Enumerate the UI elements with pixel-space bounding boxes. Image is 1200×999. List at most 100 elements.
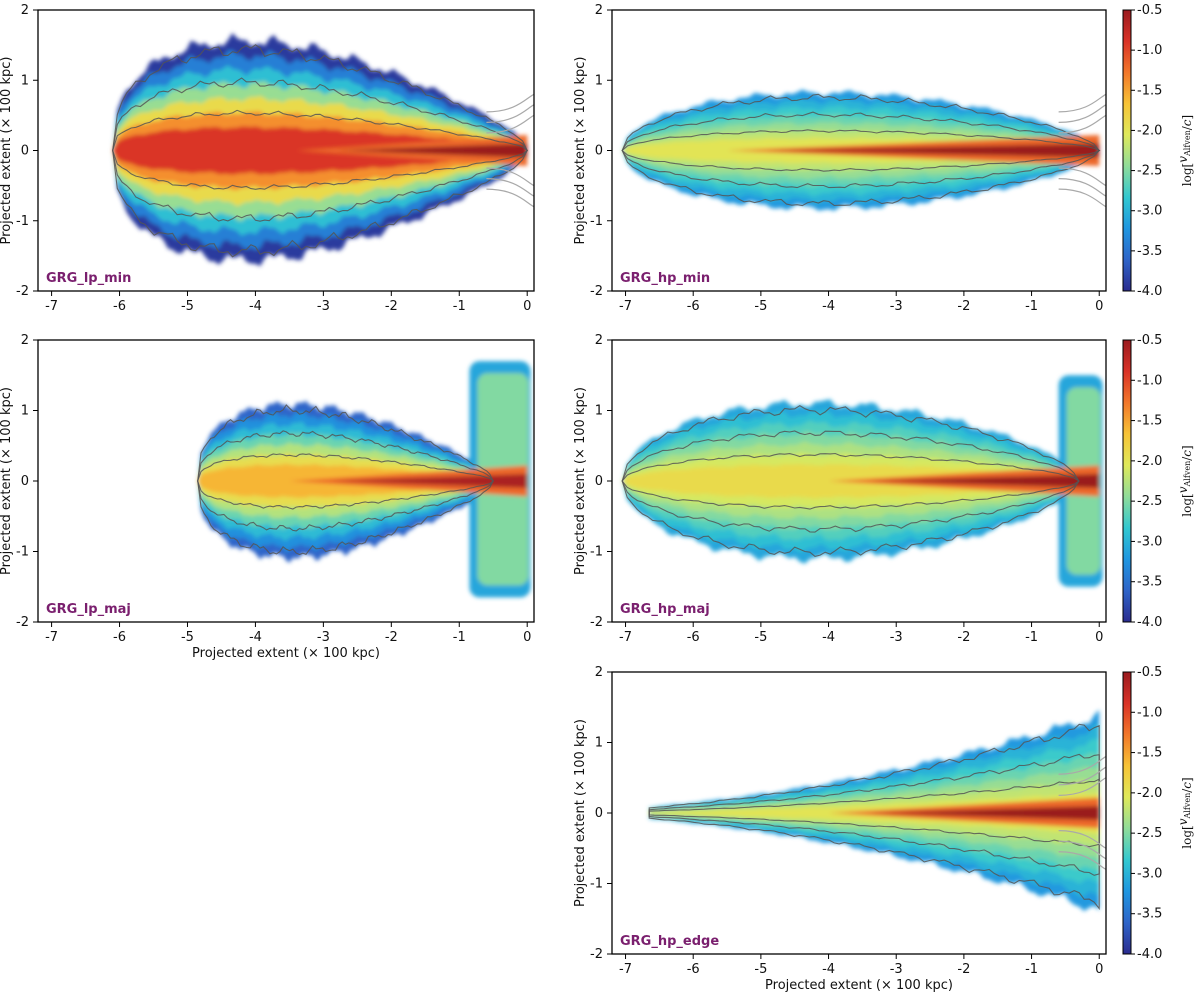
contour-line (648, 723, 1100, 911)
colorbar-tick-label: -0.5 (1137, 665, 1162, 680)
y-axis-label: Projected extent (× 100 kpc) (573, 387, 588, 575)
outer-contour (1058, 851, 1106, 870)
outer-contour (1058, 830, 1106, 849)
colorbar-tick-label: -1.0 (1137, 705, 1162, 720)
x-tick-label: -2 (957, 962, 970, 977)
contours (621, 405, 1080, 558)
y-tick-label: -1 (590, 545, 603, 560)
x-tick-label: -5 (754, 630, 767, 645)
x-axis-label: Projected extent (× 100 kpc) (192, 646, 380, 661)
x-tick-label: -4 (822, 962, 835, 977)
outer-contour (1058, 840, 1106, 860)
x-tick-label: -3 (890, 962, 903, 977)
colorbar-tick-label: -2.0 (1137, 123, 1162, 138)
outer-contour (486, 188, 534, 208)
colorbar-gradient (1122, 339, 1132, 623)
outer-contour (1058, 114, 1106, 134)
y-tick-label: 1 (595, 404, 603, 419)
y-tick-label: 2 (595, 3, 603, 18)
y-tick-label: 1 (21, 73, 29, 88)
y-tick-label: 0 (595, 474, 603, 489)
panel-title: GRG_lp_min (46, 271, 131, 286)
x-tick-label: -1 (1025, 962, 1038, 977)
panel-title: GRG_hp_edge (620, 934, 719, 949)
x-tick-label: -6 (113, 630, 126, 645)
outer-contour (1058, 188, 1106, 208)
panel-GRG_hp_min: -7 -6 -5 -4 -3 -2 -1 0 -2 -1 0 1 2 Projected extent (… (573, 3, 1107, 314)
y-tick-label: 2 (21, 333, 29, 348)
y-tick-label: 2 (595, 665, 603, 680)
colorbar-tick-label: -4.0 (1137, 284, 1162, 299)
outer-contour (1058, 178, 1106, 197)
x-tick-label: -6 (687, 299, 700, 314)
x-tick-label: -5 (181, 299, 194, 314)
jet (828, 797, 1100, 829)
outer-contour (486, 178, 534, 197)
y-tick-label: 0 (595, 806, 603, 821)
x-tick-label: -6 (687, 962, 700, 977)
colorbar-gradient (1122, 671, 1132, 955)
outer-contour (1058, 93, 1106, 113)
colorbar-gradient (1122, 9, 1132, 292)
panel-title: GRG_hp_min (620, 271, 710, 286)
x-tick-label: -5 (754, 299, 767, 314)
x-tick-label: 0 (1095, 299, 1103, 314)
outer-contour (486, 93, 534, 113)
colorbar-tick-label: -4.0 (1137, 947, 1162, 962)
colorbar-tick-label: -3.0 (1137, 534, 1162, 549)
contour-line (621, 129, 1101, 172)
colorbar-tick-label: -1.5 (1137, 414, 1162, 429)
x-tick-label: 0 (1095, 962, 1103, 977)
x-tick-label: -4 (249, 630, 262, 645)
y-tick-label: 0 (595, 144, 603, 159)
outer-contour (1058, 756, 1106, 775)
contours (112, 44, 534, 258)
y-tick-label: -2 (16, 615, 29, 630)
x-tick-label: -1 (453, 630, 466, 645)
colorbar-tick-label: -3.5 (1137, 244, 1162, 259)
outer-contour (486, 167, 534, 187)
outer-contour (486, 104, 534, 123)
colorbar-tick-label: -3.5 (1137, 575, 1162, 590)
x-tick-label: -7 (45, 630, 58, 645)
panel-GRG_lp_min: -7 -6 -5 -4 -3 -2 -1 0 -2 -1 0 1 2 Projected extent (… (0, 3, 535, 314)
contours (621, 93, 1106, 208)
panel-GRG_lp_maj: -7 -6 -5 -4 -3 -2 -1 0 -2 -1 0 1 2 Projected extent (… (0, 333, 535, 661)
colorbar-label: log[vAlfven/c] (1176, 777, 1194, 848)
colorbar-tick-label: -0.5 (1137, 3, 1162, 18)
contours (197, 404, 495, 556)
colorbar-tick-label: -2.5 (1137, 164, 1162, 179)
y-tick-label: -1 (590, 877, 603, 892)
jet (296, 135, 528, 166)
colorbar-tick-label: -2.5 (1137, 494, 1162, 509)
x-tick-label: 0 (523, 630, 531, 645)
x-tick-label: 0 (1095, 630, 1103, 645)
outer-contour (1058, 104, 1106, 123)
contour-line (621, 452, 1080, 510)
colorbar-tick-label: -3.0 (1137, 204, 1162, 219)
colorbar-label: log[vAlfven/c] (1176, 115, 1194, 186)
x-axis-label: Projected extent (× 100 kpc) (765, 978, 953, 993)
x-tick-label: -3 (890, 299, 903, 314)
x-tick-label: -4 (822, 299, 835, 314)
y-tick-label: -2 (590, 615, 603, 630)
x-tick-label: -2 (385, 299, 398, 314)
y-tick-label: -1 (16, 545, 29, 560)
panel-title: GRG_lp_maj (46, 602, 131, 617)
colorbar: -0.5 -1.0 -1.5 -2.0 -2.5 -3.0 -3.5 -4.0 log[vAlf… (1122, 333, 1194, 630)
contours (648, 723, 1106, 911)
y-tick-label: 2 (595, 333, 603, 348)
colorbar: -0.5 -1.0 -1.5 -2.0 -2.5 -3.0 -3.5 -4.0 log[vAlf… (1122, 3, 1194, 299)
colorbar-tick-label: -3.0 (1137, 866, 1162, 881)
outer-contour (1058, 766, 1106, 786)
x-tick-label: -4 (822, 630, 835, 645)
x-tick-label: -4 (249, 299, 262, 314)
colorbar-tick-label: -0.5 (1137, 333, 1162, 348)
panel-GRG_hp_edge: -7 -6 -5 -4 -3 -2 -1 0 -2 -1 0 1 2 Projected extent (… (573, 665, 1107, 993)
y-tick-label: 2 (21, 3, 29, 18)
x-tick-label: -7 (619, 962, 632, 977)
colorbar-tick-label: -4.0 (1137, 615, 1162, 630)
y-axis-label: Projected extent (× 100 kpc) (573, 719, 588, 907)
colorbar: -0.5 -1.0 -1.5 -2.0 -2.5 -3.0 -3.5 -4.0 log[vAlf… (1122, 665, 1194, 962)
colorbar-tick-label: -2.5 (1137, 826, 1162, 841)
